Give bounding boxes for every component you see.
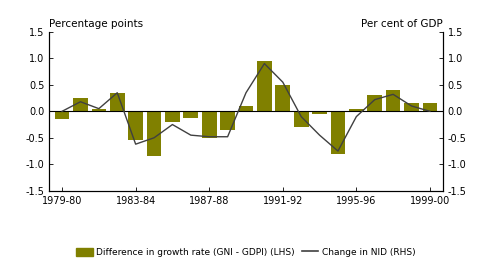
- Bar: [147, 111, 161, 156]
- Bar: [349, 109, 364, 111]
- Text: Per cent of GDP: Per cent of GDP: [361, 19, 443, 29]
- Text: Percentage points: Percentage points: [49, 19, 143, 29]
- Bar: [184, 111, 198, 118]
- Bar: [294, 111, 308, 127]
- Bar: [423, 103, 437, 111]
- Bar: [165, 111, 180, 122]
- Bar: [73, 98, 88, 111]
- Bar: [220, 111, 235, 130]
- Bar: [257, 61, 272, 111]
- Bar: [202, 111, 216, 138]
- Bar: [239, 106, 253, 111]
- Bar: [386, 90, 400, 111]
- Bar: [368, 95, 382, 111]
- Bar: [55, 111, 69, 119]
- Bar: [276, 85, 290, 111]
- Bar: [92, 109, 106, 111]
- Bar: [110, 93, 124, 111]
- Bar: [331, 111, 345, 154]
- Legend: Difference in growth rate (GNI - GDPI) (LHS), Change in NID (RHS): Difference in growth rate (GNI - GDPI) (…: [73, 244, 419, 260]
- Bar: [404, 103, 419, 111]
- Bar: [312, 111, 327, 114]
- Bar: [128, 111, 143, 140]
